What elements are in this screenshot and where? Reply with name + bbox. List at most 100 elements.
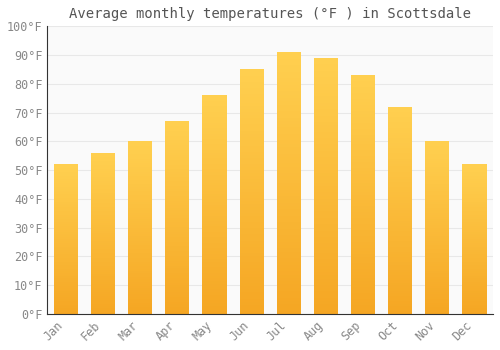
Bar [128,281,152,284]
Bar [54,289,78,292]
Bar [91,272,115,274]
Bar [166,268,190,271]
Bar [462,271,486,273]
Bar [426,195,450,197]
Bar [276,55,301,59]
Bar [202,101,226,104]
Bar [54,297,78,299]
Bar [128,271,152,273]
Bar [276,160,301,163]
Bar [426,163,450,165]
Bar [202,278,226,281]
Bar [388,288,412,290]
Bar [462,232,486,233]
Bar [91,219,115,221]
Bar [128,219,152,221]
Bar [388,260,412,262]
Bar [351,269,375,272]
Bar [314,301,338,304]
Bar [240,253,264,256]
Bar [54,232,78,233]
Bar [91,304,115,306]
Bar [202,196,226,199]
Bar [202,191,226,194]
Bar [426,152,450,154]
Bar [351,75,375,78]
Bar [202,300,226,303]
Bar [240,259,264,262]
Bar [388,161,412,164]
Bar [91,274,115,276]
Bar [128,223,152,225]
Bar [91,237,115,239]
Bar [166,215,190,218]
Bar [276,216,301,219]
Bar [91,296,115,298]
Bar [351,156,375,159]
Bar [314,122,338,125]
Bar [91,280,115,282]
Bar [128,230,152,232]
Bar [351,209,375,212]
Bar [202,205,226,207]
Bar [314,279,338,282]
Bar [426,221,450,223]
Bar [54,247,78,248]
Bar [462,181,486,183]
Bar [388,153,412,156]
Bar [426,206,450,208]
Bar [240,134,264,136]
Bar [462,172,486,174]
Bar [462,303,486,304]
Bar [426,150,450,152]
Bar [351,114,375,117]
Bar [202,270,226,273]
Bar [426,184,450,187]
Bar [240,271,264,274]
Bar [276,301,301,304]
Bar [91,231,115,233]
Bar [202,218,226,221]
Bar [54,248,78,250]
Bar [276,62,301,65]
Bar [314,58,338,61]
Bar [388,234,412,236]
Bar [240,295,264,299]
Bar [426,243,450,245]
Bar [128,260,152,262]
Bar [91,173,115,175]
Bar [166,282,190,285]
Bar [462,213,486,215]
Bar [314,304,338,308]
Bar [426,277,450,279]
Bar [351,78,375,81]
Bar [202,106,226,109]
Bar [54,205,78,207]
Bar [351,81,375,84]
Bar [351,230,375,233]
Bar [202,177,226,180]
Bar [314,253,338,256]
Bar [351,153,375,156]
Bar [240,207,264,210]
Bar [462,289,486,292]
Bar [462,297,486,299]
Bar [54,177,78,179]
Bar [351,278,375,281]
Bar [276,261,301,265]
Bar [351,245,375,248]
Bar [314,224,338,228]
Bar [128,148,152,150]
Bar [128,288,152,290]
Bar [351,183,375,186]
Bar [54,170,78,172]
Bar [388,226,412,229]
Bar [426,240,450,243]
Bar [202,114,226,117]
Bar [388,125,412,127]
Bar [54,254,78,256]
Bar [314,221,338,224]
Bar [128,273,152,275]
Bar [240,88,264,91]
Bar [128,249,152,251]
